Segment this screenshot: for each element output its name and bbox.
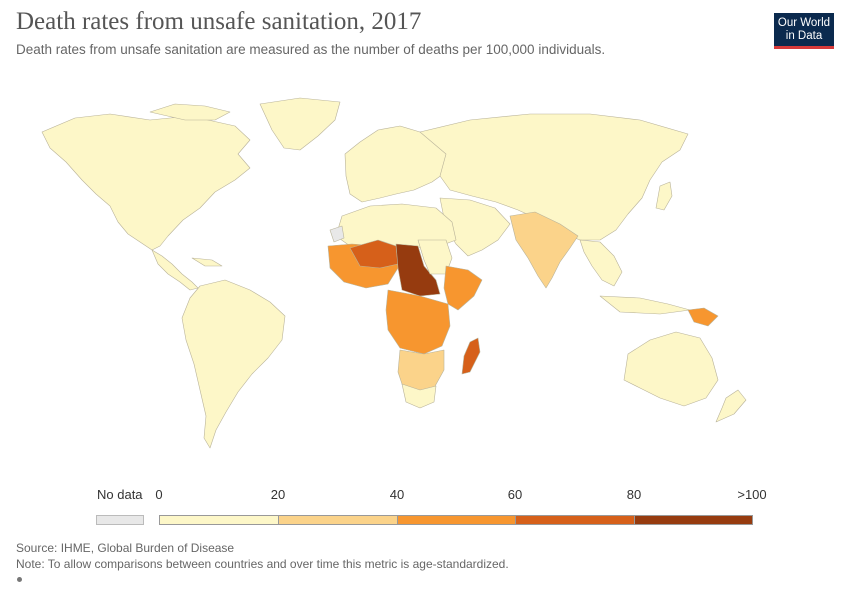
region-horn-africa[interactable] <box>443 265 483 311</box>
legend-tick-100-plus: >100 <box>737 487 767 502</box>
region-greenland[interactable] <box>259 97 341 151</box>
chart-title: Death rates from unsafe sanitation, 2017 <box>16 8 422 35</box>
legend-bin-20-40[interactable] <box>278 515 398 525</box>
region-arctic-islands[interactable] <box>149 103 231 121</box>
logo-line-1: Our World <box>777 17 831 29</box>
legend-tick-0: 0 <box>155 487 163 502</box>
region-papua-new-guinea[interactable] <box>687 307 719 327</box>
region-southeast-asia[interactable] <box>579 239 623 287</box>
region-central-africa[interactable] <box>385 289 451 355</box>
legend-tick-80: 80 <box>626 487 642 502</box>
region-new-zealand[interactable] <box>715 389 747 423</box>
region-russia-asia[interactable] <box>419 113 689 241</box>
owid-logo[interactable]: Our World in Data <box>774 13 834 49</box>
region-south-asia[interactable] <box>509 211 579 289</box>
region-south-africa[interactable] <box>401 383 437 409</box>
legend-tick-20: 20 <box>270 487 286 502</box>
region-europe[interactable] <box>344 125 451 203</box>
legend-bin-60-80[interactable] <box>515 515 635 525</box>
region-madagascar[interactable] <box>461 337 481 375</box>
legend-no-data-swatch[interactable] <box>96 515 144 525</box>
legend-bin-80-100[interactable] <box>634 515 753 525</box>
legend-tick-40: 40 <box>389 487 405 502</box>
legend-bin-0-20[interactable] <box>159 515 279 525</box>
region-caribbean[interactable] <box>191 257 223 267</box>
region-japan[interactable] <box>655 181 673 211</box>
legend-bin-40-60[interactable] <box>397 515 516 525</box>
bullet-dot <box>17 577 22 582</box>
region-central-sahel[interactable] <box>395 243 441 297</box>
region-central-america[interactable] <box>151 249 199 291</box>
legend-no-data-label: No data <box>97 487 143 502</box>
methodology-note: Note: To allow comparisons between count… <box>16 557 509 571</box>
logo-line-2: in Data <box>785 30 823 42</box>
region-indonesia[interactable] <box>599 295 691 315</box>
source-note[interactable]: Source: IHME, Global Burden of Disease <box>16 541 235 555</box>
chart-subtitle: Death rates from unsafe sanitation are m… <box>16 42 606 57</box>
world-map[interactable] <box>0 90 850 490</box>
region-australia[interactable] <box>623 331 719 407</box>
region-south-america[interactable] <box>181 279 286 449</box>
region-no-data[interactable] <box>329 225 345 243</box>
region-north-america[interactable] <box>41 113 251 251</box>
legend-tick-60: 60 <box>507 487 523 502</box>
